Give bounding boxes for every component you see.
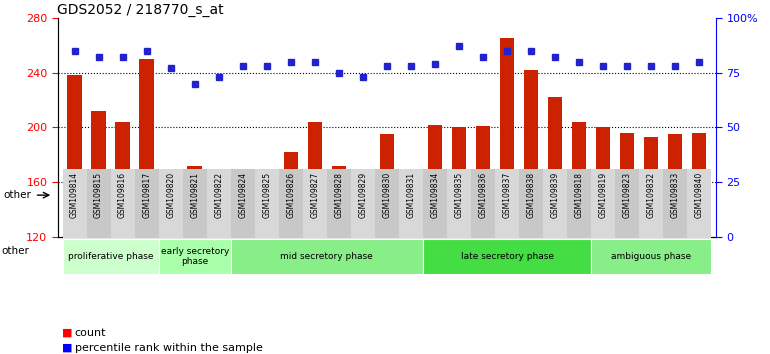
Bar xyxy=(399,169,423,238)
Bar xyxy=(111,169,135,238)
Bar xyxy=(519,169,543,238)
Text: count: count xyxy=(75,328,106,338)
Text: GSM109821: GSM109821 xyxy=(190,172,199,218)
Bar xyxy=(548,97,562,354)
Bar xyxy=(423,239,591,274)
Text: GSM109839: GSM109839 xyxy=(551,172,560,218)
Bar xyxy=(159,169,182,238)
Text: GSM109816: GSM109816 xyxy=(118,172,127,218)
Text: GSM109836: GSM109836 xyxy=(478,172,487,218)
Bar xyxy=(591,169,615,238)
Bar xyxy=(375,169,399,238)
Bar xyxy=(452,127,466,354)
Text: GSM109822: GSM109822 xyxy=(214,172,223,218)
Bar xyxy=(67,75,82,354)
Bar xyxy=(591,239,711,274)
Bar xyxy=(159,239,231,274)
Bar xyxy=(572,122,586,354)
Text: proliferative phase: proliferative phase xyxy=(68,252,153,261)
Text: GSM109840: GSM109840 xyxy=(695,172,704,218)
Bar xyxy=(447,169,471,238)
Text: other: other xyxy=(2,246,29,256)
Text: ■: ■ xyxy=(62,328,72,338)
Bar xyxy=(380,134,394,354)
Bar xyxy=(62,239,159,274)
Bar xyxy=(596,127,611,354)
Bar xyxy=(476,126,490,354)
Text: early secretory
phase: early secretory phase xyxy=(160,247,229,266)
Bar xyxy=(639,169,663,238)
Text: GSM109823: GSM109823 xyxy=(623,172,631,218)
Bar xyxy=(326,169,351,238)
Text: GSM109830: GSM109830 xyxy=(383,172,391,218)
Bar xyxy=(663,169,688,238)
Bar xyxy=(62,169,86,238)
Bar xyxy=(567,169,591,238)
Bar xyxy=(471,169,495,238)
Bar xyxy=(495,169,519,238)
Text: GSM109828: GSM109828 xyxy=(334,172,343,218)
Bar xyxy=(644,137,658,354)
Text: GSM109835: GSM109835 xyxy=(454,172,464,218)
Bar xyxy=(543,169,567,238)
Bar xyxy=(351,169,375,238)
Bar xyxy=(92,111,105,354)
Bar xyxy=(332,166,346,354)
Bar xyxy=(620,133,634,354)
Bar xyxy=(356,193,370,354)
Bar xyxy=(688,169,711,238)
Bar xyxy=(231,239,423,274)
Text: GSM109824: GSM109824 xyxy=(238,172,247,218)
Text: GSM109838: GSM109838 xyxy=(527,172,536,218)
Bar xyxy=(615,169,639,238)
Text: GSM109826: GSM109826 xyxy=(286,172,296,218)
Bar xyxy=(500,38,514,354)
Bar xyxy=(308,122,322,354)
Bar xyxy=(116,122,130,354)
Text: GSM109827: GSM109827 xyxy=(310,172,320,218)
Bar xyxy=(206,169,231,238)
Bar xyxy=(231,169,255,238)
Text: GSM109815: GSM109815 xyxy=(94,172,103,218)
Bar xyxy=(236,173,250,354)
Text: GSM109825: GSM109825 xyxy=(263,172,271,218)
Text: GSM109837: GSM109837 xyxy=(503,172,511,218)
Text: ■: ■ xyxy=(62,343,72,353)
Text: GSM109818: GSM109818 xyxy=(574,172,584,218)
Text: GSM109829: GSM109829 xyxy=(358,172,367,218)
Text: GSM109834: GSM109834 xyxy=(430,172,440,218)
Bar xyxy=(692,133,707,354)
Bar xyxy=(279,169,303,238)
Text: GSM109833: GSM109833 xyxy=(671,172,680,218)
Text: other: other xyxy=(3,190,31,200)
Text: percentile rank within the sample: percentile rank within the sample xyxy=(75,343,263,353)
Bar xyxy=(668,134,682,354)
Bar xyxy=(212,228,226,354)
Bar xyxy=(524,70,538,354)
Text: GSM109814: GSM109814 xyxy=(70,172,79,218)
Bar xyxy=(163,203,178,354)
Bar xyxy=(139,59,154,354)
Bar xyxy=(423,169,447,238)
Bar xyxy=(86,169,111,238)
Bar xyxy=(403,171,418,354)
Text: GDS2052 / 218770_s_at: GDS2052 / 218770_s_at xyxy=(57,3,224,17)
Text: GSM109819: GSM109819 xyxy=(598,172,608,218)
Bar xyxy=(428,125,442,354)
Bar xyxy=(182,169,206,238)
Bar xyxy=(283,152,298,354)
Text: GSM109832: GSM109832 xyxy=(647,172,656,218)
Bar xyxy=(303,169,326,238)
Text: late secretory phase: late secretory phase xyxy=(460,252,554,261)
Bar xyxy=(188,166,202,354)
Text: GSM109817: GSM109817 xyxy=(142,172,151,218)
Text: ambiguous phase: ambiguous phase xyxy=(611,252,691,261)
Text: GSM109831: GSM109831 xyxy=(407,172,416,218)
Bar xyxy=(255,169,279,238)
Text: GSM109820: GSM109820 xyxy=(166,172,176,218)
Text: mid secretory phase: mid secretory phase xyxy=(280,252,373,261)
Bar xyxy=(259,176,274,354)
Bar xyxy=(135,169,159,238)
